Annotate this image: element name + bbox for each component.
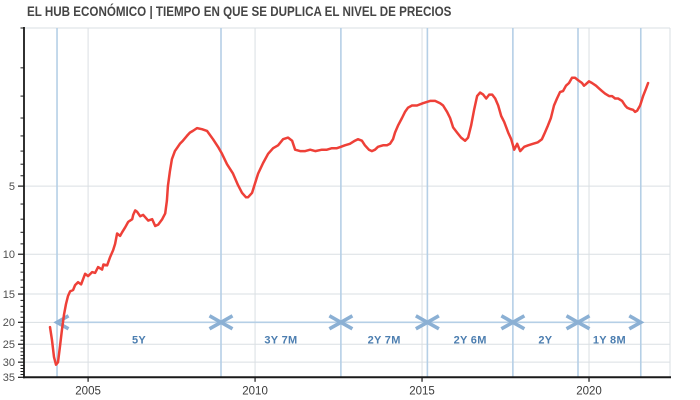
interval-label: 2Y <box>538 334 552 346</box>
x-axis: 2005 2010 2015 2020 <box>23 376 671 397</box>
x-tick-label: 2005 <box>75 385 101 397</box>
doubling-time-line <box>48 76 650 366</box>
x-tick-label: 2020 <box>576 385 602 397</box>
x-tick-label: 2010 <box>242 385 268 397</box>
arrowhead-right-icon <box>628 314 645 331</box>
y-axis: 5 10 15 20 25 30 35 <box>3 27 25 384</box>
arrowhead-right-icon <box>500 314 517 331</box>
y-tick-label: 35 <box>3 372 15 384</box>
interval-label: 3Y 7M <box>264 334 297 346</box>
y-tick-label: 20 <box>3 317 15 329</box>
doubling-markers <box>56 28 642 378</box>
interval-label: 2Y 7M <box>368 334 401 346</box>
arrowhead-right-icon <box>565 314 582 331</box>
arrowhead-right-icon <box>328 314 345 331</box>
y-tick-label: 5 <box>9 181 15 193</box>
interval-label: 2Y 6M <box>454 334 487 346</box>
y-tick-label: 30 <box>3 357 15 369</box>
x-tick-label: 2015 <box>409 385 435 397</box>
interval-label: 5Y <box>132 334 146 346</box>
y-tick-label: 10 <box>3 249 15 261</box>
arrowhead-right-icon <box>208 314 225 331</box>
interval-label: 1Y 8M <box>593 334 626 346</box>
interval-arrows: 5Y 3Y 7M 2Y 7M 2Y 6M 2Y 1Y 8M <box>53 314 645 346</box>
y-tick-label: 15 <box>3 289 15 301</box>
page-title: EL HUB ECONÓMICO | TIEMPO EN QUE SE DUPL… <box>27 3 452 19</box>
series <box>48 76 650 366</box>
y-tick-label: 25 <box>3 339 15 351</box>
arrowhead-right-icon <box>414 314 432 331</box>
